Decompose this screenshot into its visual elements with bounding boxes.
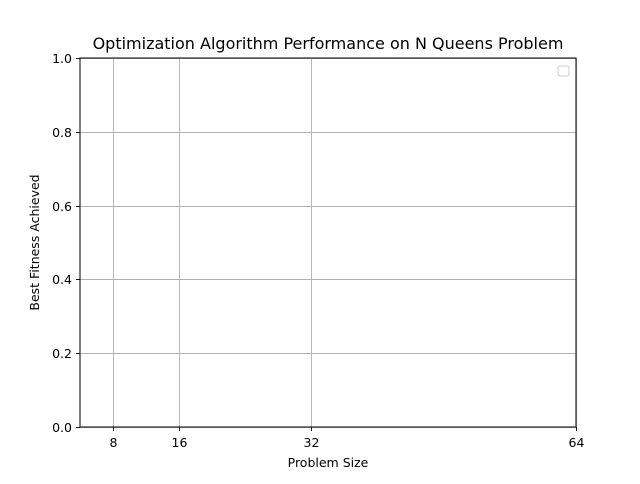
axis-ticks: 0.0 0.2 0.4 0.6 0.8 1.0 8 16 32 64 [52, 51, 584, 450]
x-tick-label-3: 64 [569, 435, 585, 450]
x-tick-label-1: 16 [172, 435, 188, 450]
y-axis-label: Best Fitness Achieved [27, 174, 42, 310]
x-tick-label-2: 32 [304, 435, 320, 450]
y-tick-label-2: 0.4 [52, 272, 72, 287]
y-tick-label-4: 0.8 [52, 125, 72, 140]
legend-box [557, 65, 570, 77]
y-tick-label-1: 0.2 [52, 346, 72, 361]
plot-area [80, 58, 576, 427]
axes-frame [79, 57, 577, 428]
x-tick-label-0: 8 [110, 435, 118, 450]
y-tick-label-5: 1.0 [52, 51, 72, 66]
y-tick-label-0: 0.0 [52, 420, 72, 435]
chart-title: Optimization Algorithm Performance on N … [93, 34, 564, 53]
y-tick-label-3: 0.6 [52, 199, 72, 214]
x-axis-label: Problem Size [288, 455, 369, 470]
